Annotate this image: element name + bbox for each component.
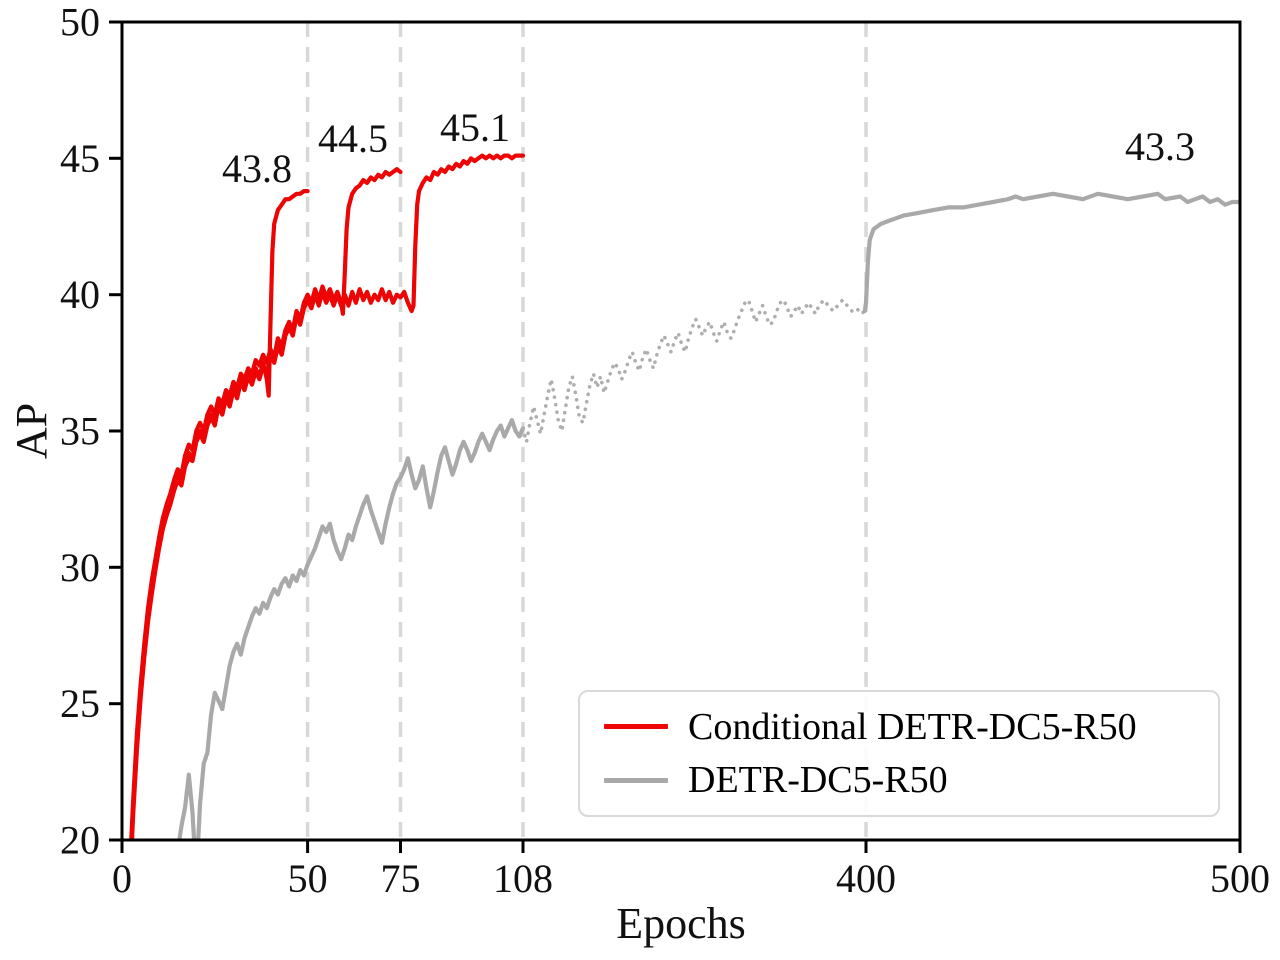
legend-line-sample-gray	[604, 777, 668, 783]
legend-box: Conditional DETR-DC5-R50 DETR-DC5-R50	[578, 690, 1220, 817]
legend-item-conditional-detr: Conditional DETR-DC5-R50	[580, 702, 1218, 752]
y-axis-title: AP	[7, 402, 57, 460]
x-tick-label-500: 500	[1210, 856, 1270, 901]
y-tick-label-40: 40	[60, 272, 100, 317]
legend-line-sample-red	[604, 724, 668, 730]
y-tick-label-45: 45	[60, 136, 100, 181]
x-tick-label-75: 75	[381, 856, 421, 901]
legend-item-detr: DETR-DC5-R50	[580, 755, 1218, 805]
y-tick-label-35: 35	[60, 409, 100, 454]
y-tick-label-30: 30	[60, 545, 100, 590]
y-tick-label-50: 50	[60, 0, 100, 45]
axis-tick-labels: 0 50 75 108 400 500 20 25 30 35 40 45 50	[60, 0, 1270, 901]
annotation-run3-final-ap: 45.1	[440, 105, 510, 150]
y-tick-label-25: 25	[60, 681, 100, 726]
series-path-2	[129, 153, 526, 840]
x-tick-label-0: 0	[112, 856, 132, 901]
legend-label-detr: DETR-DC5-R50	[688, 759, 948, 802]
axis-ticks	[109, 20, 1242, 853]
x-tick-label-108: 108	[493, 856, 553, 901]
legend-label-conditional-detr: Conditional DETR-DC5-R50	[688, 705, 1137, 748]
x-axis-title: Epochs	[616, 899, 746, 948]
x-tick-label-400: 400	[836, 856, 896, 901]
annotation-run1-final-ap: 43.8	[222, 146, 292, 191]
y-tick-label-20: 20	[60, 818, 100, 863]
series-path-5	[862, 191, 1240, 314]
annotation-detr-final-ap: 43.3	[1125, 124, 1195, 169]
curves	[129, 153, 1240, 840]
x-tick-label-50: 50	[288, 856, 328, 901]
annotation-run2-final-ap: 44.5	[318, 116, 388, 161]
series-path-4	[521, 298, 867, 444]
series-path-3	[177, 418, 526, 840]
